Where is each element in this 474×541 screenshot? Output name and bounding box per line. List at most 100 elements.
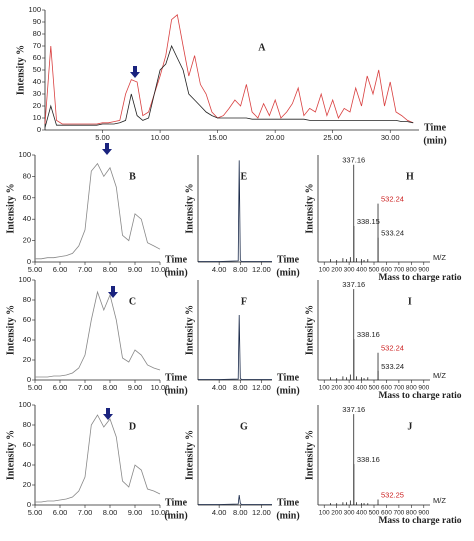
y-tick-label: 100 — [18, 400, 31, 409]
x-tick-label: 300 — [344, 510, 355, 517]
series-line — [35, 414, 161, 503]
x-axis-unit: (min) — [164, 385, 187, 396]
x-tick-label: 700 — [393, 385, 404, 392]
peak-label: 338.16 — [357, 330, 380, 339]
x-tick-label: 600 — [381, 510, 392, 517]
x-tick-label: 10.00 — [151, 133, 170, 142]
y-axis-label: Intensity % — [15, 45, 26, 95]
y-tick-label: 20 — [23, 355, 31, 364]
panel-label: C — [129, 296, 136, 307]
x-axis-unit: (min) — [276, 385, 299, 396]
y-tick-label: 100 — [18, 150, 31, 159]
x-tick-label: 5.00 — [28, 508, 43, 517]
series-line — [198, 494, 272, 505]
y-tick-label: 0 — [27, 375, 31, 384]
x-tick-label: 5.00 — [28, 383, 43, 392]
peak-label: 533.24 — [381, 362, 404, 371]
x-tick-label: 100 — [319, 385, 330, 392]
y-axis-label: Intensity % — [304, 183, 315, 233]
panel-label: I — [408, 296, 412, 307]
x-tick-label: 8.00 — [103, 383, 118, 392]
peak-label: 338.15 — [357, 217, 380, 226]
x-tick-label: 7.00 — [78, 265, 93, 274]
y-tick-label: 100 — [18, 275, 31, 284]
x-axis-label: Time — [165, 372, 188, 383]
x-tick-label: 12.00 — [252, 383, 271, 392]
y-tick-label: 80 — [33, 29, 41, 38]
x-tick-label: 300 — [344, 267, 355, 274]
y-axis-label: Intensity % — [184, 183, 195, 233]
y-axis-label: Intensity % — [184, 430, 195, 480]
y-tick-label: 100 — [28, 5, 41, 14]
x-tick-label: 100 — [319, 267, 330, 274]
y-tick-label: 80 — [23, 420, 31, 429]
y-tick-label: 70 — [33, 41, 41, 50]
x-tick-label: 800 — [406, 385, 417, 392]
x-tick-label: 20.00 — [266, 133, 285, 142]
x-tick-label: 30.00 — [381, 133, 400, 142]
x-axis-unit: (min) — [164, 267, 187, 278]
panel-label: H — [406, 171, 414, 182]
arrow-c — [108, 286, 118, 298]
y-tick-label: 0 — [27, 257, 31, 266]
y-axis-label: Intensity % — [5, 430, 16, 480]
x-tick-label: 8.00 — [233, 265, 248, 274]
x-axis-unit: (min) — [276, 267, 299, 278]
panel-label: G — [240, 421, 248, 432]
series-line — [35, 162, 161, 260]
x-tick-label: 12.00 — [252, 508, 271, 517]
x-tick-label: 400 — [356, 385, 367, 392]
x-tick-label: 500 — [369, 267, 380, 274]
y-tick-label: 80 — [23, 295, 31, 304]
x-tick-label: 6.00 — [53, 508, 68, 517]
x-tick-label: 900 — [418, 267, 429, 274]
panel-label: E — [241, 171, 248, 182]
y-tick-label: 30 — [33, 89, 41, 98]
axis-caption: Mass to charge ratio — [378, 391, 461, 401]
x-tick-label: 500 — [369, 510, 380, 517]
y-tick-label: 0 — [27, 500, 31, 509]
y-axis-label: Intensity % — [5, 305, 16, 355]
x-tick-label: 100 — [319, 510, 330, 517]
series-line — [44, 44, 414, 128]
y-tick-label: 60 — [23, 315, 31, 324]
axis-caption: Mass to charge ratio — [378, 273, 461, 283]
y-tick-label: 40 — [23, 335, 31, 344]
x-axis-label: M/Z — [433, 371, 446, 380]
x-tick-label: 900 — [418, 510, 429, 517]
y-tick-label: 40 — [33, 77, 41, 86]
x-axis-label: Time — [277, 254, 300, 265]
peak-label: 533.24 — [381, 229, 404, 238]
y-tick-label: 20 — [33, 101, 41, 110]
y-tick-label: 20 — [23, 236, 31, 245]
panel-label: A — [258, 42, 266, 53]
x-tick-label: 600 — [381, 385, 392, 392]
y-tick-label: 20 — [23, 480, 31, 489]
x-tick-label: 10.00 — [151, 265, 170, 274]
arrow-a — [130, 66, 140, 78]
peak-label: 337.16 — [342, 405, 365, 414]
x-tick-label: 7.00 — [78, 508, 93, 517]
x-tick-label: 200 — [331, 510, 342, 517]
x-axis-label: Time — [165, 497, 188, 508]
x-tick-label: 4.00 — [212, 265, 227, 274]
y-axis-label: Intensity % — [184, 305, 195, 355]
x-axis-unit: (min) — [276, 510, 299, 521]
x-tick-label: 6.00 — [53, 383, 68, 392]
x-axis-label: Time — [165, 254, 188, 265]
x-tick-label: 9.00 — [128, 265, 143, 274]
x-tick-label: 700 — [393, 267, 404, 274]
x-tick-label: 4.00 — [212, 383, 227, 392]
x-tick-label: 6.00 — [53, 265, 68, 274]
y-axis-label: Intensity % — [304, 430, 315, 480]
x-tick-label: 10.00 — [151, 383, 170, 392]
panel-label: B — [129, 171, 136, 182]
x-tick-label: 300 — [344, 385, 355, 392]
y-tick-label: 80 — [23, 171, 31, 180]
x-tick-label: 800 — [406, 267, 417, 274]
x-axis-label: Time — [277, 497, 300, 508]
y-tick-label: 60 — [23, 193, 31, 202]
series-line — [35, 290, 161, 378]
x-tick-label: 8.00 — [233, 383, 248, 392]
